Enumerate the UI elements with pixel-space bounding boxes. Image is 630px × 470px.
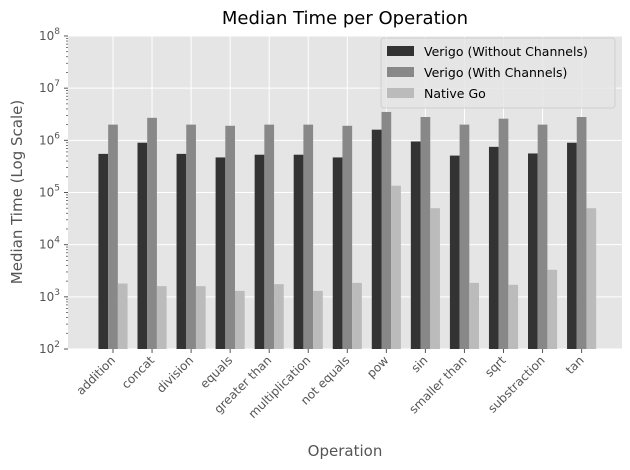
bar bbox=[137, 142, 148, 349]
bar bbox=[225, 125, 235, 349]
bar bbox=[235, 290, 245, 349]
legend-label-native-go: Native Go bbox=[424, 86, 486, 101]
y-tick-label: 107 bbox=[39, 79, 60, 95]
y-tick-label: 108 bbox=[39, 27, 60, 43]
x-tick-label: sin bbox=[408, 353, 430, 375]
bar bbox=[391, 185, 401, 349]
bar bbox=[264, 124, 275, 349]
x-tick-label: tan bbox=[563, 353, 587, 377]
bar bbox=[147, 117, 157, 349]
bar bbox=[488, 146, 499, 349]
bar bbox=[459, 124, 470, 349]
bar bbox=[430, 208, 440, 349]
legend-label-verigo-with-channels: Verigo (With Channels) bbox=[424, 65, 567, 80]
y-tick-label: 105 bbox=[39, 184, 60, 200]
bar bbox=[156, 286, 167, 349]
bar bbox=[215, 157, 226, 349]
bar bbox=[98, 153, 109, 349]
legend: Verigo (Without Channels) Verigo (With C… bbox=[380, 37, 616, 109]
bar bbox=[342, 125, 353, 349]
bar bbox=[313, 290, 323, 349]
minor-ticks bbox=[66, 37, 68, 334]
y-tick-label: 104 bbox=[39, 236, 60, 252]
bar bbox=[420, 117, 431, 349]
x-tick-label: pow bbox=[364, 353, 392, 381]
legend-swatch-verigo-without-channels bbox=[387, 46, 414, 56]
y-axis-title: Median Time (Log Scale) bbox=[8, 100, 26, 284]
bars bbox=[98, 111, 597, 350]
bar bbox=[274, 284, 284, 349]
bar bbox=[537, 124, 548, 349]
bar bbox=[449, 155, 460, 349]
bar bbox=[567, 142, 577, 349]
y-tick-label: 106 bbox=[39, 131, 60, 147]
bar bbox=[547, 269, 558, 349]
x-tick-label: addition bbox=[74, 353, 118, 397]
bar bbox=[303, 124, 314, 349]
bar bbox=[528, 153, 538, 349]
bar bbox=[381, 111, 392, 350]
bar bbox=[332, 157, 343, 349]
y-tick-label: 102 bbox=[39, 340, 60, 356]
bar bbox=[586, 208, 597, 349]
bar bbox=[352, 282, 362, 349]
bar bbox=[176, 153, 187, 349]
bar bbox=[469, 282, 479, 349]
bar bbox=[371, 129, 382, 349]
bar bbox=[293, 154, 304, 349]
bar bbox=[498, 118, 509, 350]
bar bbox=[186, 124, 196, 349]
chart-title: Median Time per Operation bbox=[222, 8, 468, 29]
legend-box bbox=[380, 37, 616, 109]
bar bbox=[108, 124, 118, 349]
bar bbox=[117, 283, 128, 349]
bar bbox=[254, 154, 265, 349]
x-axis-title: Operation bbox=[308, 442, 383, 460]
x-tick-label: equals bbox=[197, 353, 235, 391]
legend-label-verigo-without-channels: Verigo (Without Channels) bbox=[424, 44, 588, 59]
y-tick-label: 103 bbox=[39, 288, 60, 304]
bar bbox=[195, 286, 206, 349]
legend-swatch-verigo-with-channels bbox=[387, 67, 414, 77]
x-tick-label: concat bbox=[119, 353, 158, 392]
y-axis-ticks: 102 103 104 105 106 107 108 bbox=[39, 27, 68, 356]
bar bbox=[410, 141, 421, 349]
bar bbox=[508, 284, 519, 349]
legend-swatch-native-go bbox=[387, 88, 414, 98]
x-tick-label: division bbox=[154, 353, 196, 395]
bar bbox=[576, 117, 587, 349]
x-tick-label: sqrt bbox=[482, 353, 509, 380]
